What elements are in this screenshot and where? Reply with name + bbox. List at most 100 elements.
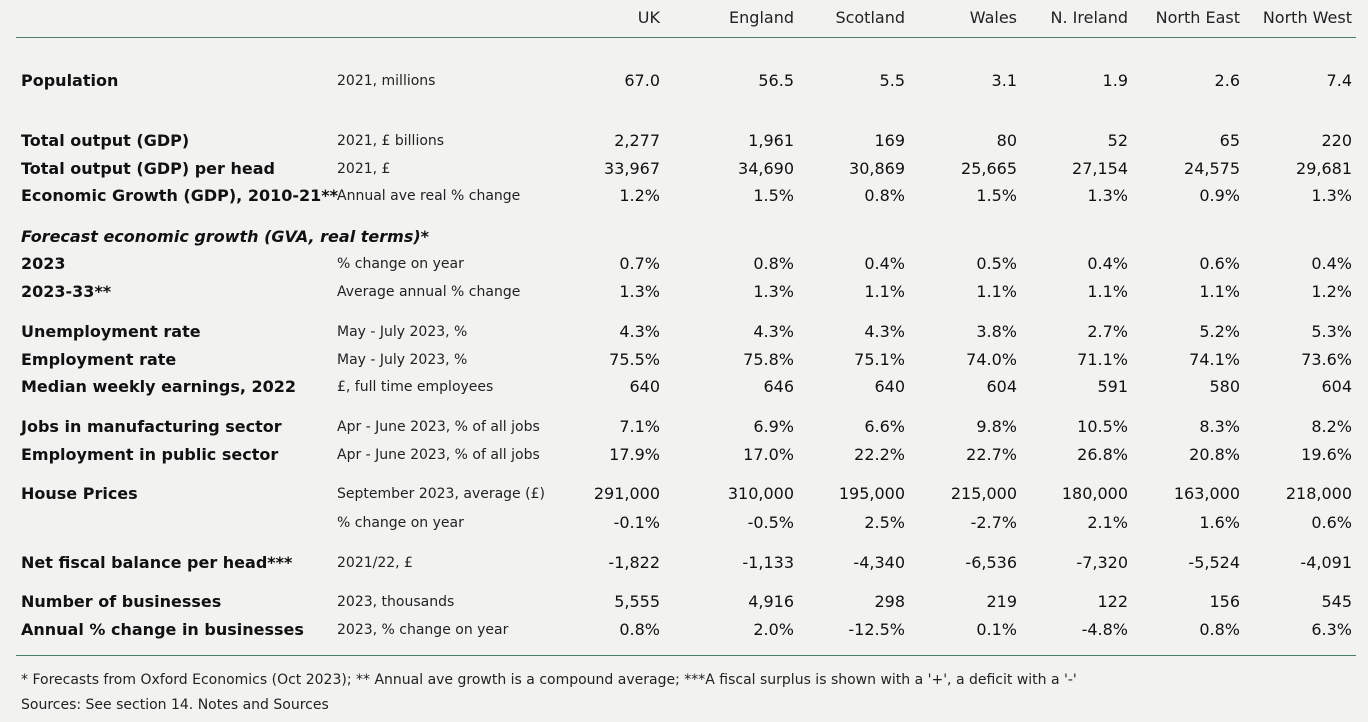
cell-value: 156 xyxy=(1209,592,1240,611)
cell-value: 22.7% xyxy=(966,445,1017,464)
column-headers: UK England Scotland Wales N. Ireland Nor… xyxy=(0,8,1368,30)
cell-value: -4,091 xyxy=(1300,553,1352,572)
table-row: % change on year -0.1% -0.5% 2.5% -2.7% 2.1% 1… xyxy=(0,513,1368,535)
cell-value: 1.3% xyxy=(1087,186,1128,205)
row-label: Annual % change in businesses xyxy=(21,620,304,639)
cell-value: 17.0% xyxy=(743,445,794,464)
cell-value: -0.1% xyxy=(613,513,660,532)
cell-value: 169 xyxy=(874,131,905,150)
cell-value: -12.5% xyxy=(848,620,905,639)
table-row: Employment rate May - July 2023, % 75.5% 75… xyxy=(0,350,1368,372)
cell-value: 215,000 xyxy=(950,484,1017,503)
cell-value: 33,967 xyxy=(604,159,660,178)
row-label: Population xyxy=(21,71,119,90)
table-row: Population 2021, millions 67.0 56.5 5.5 3.1 1.… xyxy=(0,71,1368,93)
cell-value: 0.8% xyxy=(619,620,660,639)
row-description: % change on year xyxy=(337,515,464,531)
row-label: Economic Growth (GDP), 2010-21** xyxy=(21,186,338,205)
cell-value: 5,555 xyxy=(614,592,660,611)
cell-value: 3.8% xyxy=(976,322,1017,341)
cell-value: -0.5% xyxy=(747,513,794,532)
cell-value: 1.9 xyxy=(1102,71,1128,90)
column-header-north-east: North East xyxy=(1155,8,1240,27)
cell-value: 75.8% xyxy=(743,350,794,369)
cell-value: 0.4% xyxy=(1311,254,1352,273)
cell-value: 1.5% xyxy=(976,186,1017,205)
row-description: Apr - June 2023, % of all jobs xyxy=(337,447,540,463)
cell-value: 27,154 xyxy=(1072,159,1128,178)
cell-value: 5.5 xyxy=(879,71,905,90)
cell-value: 22.2% xyxy=(854,445,905,464)
cell-value: 25,665 xyxy=(961,159,1017,178)
table-row: House Prices September 2023, average (£) 2… xyxy=(0,484,1368,506)
row-description: May - July 2023, % xyxy=(337,352,468,368)
cell-value: 1.1% xyxy=(1087,282,1128,301)
table-row: Unemployment rate May - July 2023, % 4.3% 4… xyxy=(0,322,1368,344)
cell-value: -2.7% xyxy=(970,513,1017,532)
cell-value: 80 xyxy=(996,131,1017,150)
row-label: Unemployment rate xyxy=(21,322,201,341)
row-label: Total output (GDP) per head xyxy=(21,159,275,178)
cell-value: 0.8% xyxy=(1199,620,1240,639)
cell-value: 1.6% xyxy=(1199,513,1240,532)
table-row: 2023-33** Average annual % change 1.3% 1.3%… xyxy=(0,282,1368,304)
cell-value: 298 xyxy=(874,592,905,611)
cell-value: -4.8% xyxy=(1081,620,1128,639)
footnote: * Forecasts from Oxford Economics (Oct 2… xyxy=(21,672,1077,688)
cell-value: 2,277 xyxy=(614,131,660,150)
row-description: May - July 2023, % xyxy=(337,324,468,340)
cell-value: 1.1% xyxy=(976,282,1017,301)
row-description: 2021, £ xyxy=(337,161,391,177)
cell-value: 3.1 xyxy=(991,71,1017,90)
cell-value: 8.3% xyxy=(1199,417,1240,436)
cell-value: 1.5% xyxy=(753,186,794,205)
row-label: Forecast economic growth (GVA, real term… xyxy=(21,227,430,246)
cell-value: 218,000 xyxy=(1285,484,1352,503)
table-row: Net fiscal balance per head*** 2021/22, £… xyxy=(0,553,1368,575)
cell-value: 1.1% xyxy=(864,282,905,301)
row-description: £, full time employees xyxy=(337,379,494,395)
header-divider xyxy=(16,37,1356,38)
cell-value: 4,916 xyxy=(748,592,794,611)
row-description: Average annual % change xyxy=(337,284,521,300)
column-header-scotland: Scotland xyxy=(835,8,905,27)
cell-value: 1.2% xyxy=(619,186,660,205)
table-row: 2023 % change on year 0.7% 0.8% 0.4% 0.5% 0.4%… xyxy=(0,254,1368,276)
table-row: Jobs in manufacturing sector Apr - June 2… xyxy=(0,417,1368,439)
cell-value: 0.5% xyxy=(976,254,1017,273)
cell-value: 52 xyxy=(1107,131,1128,150)
cell-value: 604 xyxy=(986,377,1017,396)
cell-value: 2.1% xyxy=(1087,513,1128,532)
row-description: September 2023, average (£) xyxy=(337,486,545,502)
table-row: Total output (GDP) per head 2021, £ 33,967… xyxy=(0,159,1368,181)
cell-value: -1,133 xyxy=(742,553,794,572)
cell-value: 74.1% xyxy=(1189,350,1240,369)
cell-value: 0.6% xyxy=(1199,254,1240,273)
cell-value: 180,000 xyxy=(1061,484,1128,503)
cell-value: 71.1% xyxy=(1077,350,1128,369)
cell-value: 0.6% xyxy=(1311,513,1352,532)
table-row: Employment in public sector Apr - June 20… xyxy=(0,445,1368,467)
cell-value: 0.8% xyxy=(753,254,794,273)
table-row: Total output (GDP) 2021, £ billions 2,277 1… xyxy=(0,131,1368,153)
cell-value: 34,690 xyxy=(738,159,794,178)
cell-value: -6,536 xyxy=(965,553,1017,572)
row-description: 2021, millions xyxy=(337,73,436,89)
cell-value: 163,000 xyxy=(1173,484,1240,503)
cell-value: 220 xyxy=(1321,131,1352,150)
row-label: Total output (GDP) xyxy=(21,131,190,150)
row-label: Median weekly earnings, 2022 xyxy=(21,377,297,396)
cell-value: 1.3% xyxy=(619,282,660,301)
cell-value: 4.3% xyxy=(864,322,905,341)
cell-value: 1,961 xyxy=(748,131,794,150)
row-description: 2023, % change on year xyxy=(337,622,509,638)
cell-value: 640 xyxy=(629,377,660,396)
cell-value: 0.9% xyxy=(1199,186,1240,205)
cell-value: 19.6% xyxy=(1301,445,1352,464)
cell-value: 4.3% xyxy=(619,322,660,341)
row-description: Apr - June 2023, % of all jobs xyxy=(337,419,540,435)
row-description: 2023, thousands xyxy=(337,594,455,610)
cell-value: 1.3% xyxy=(753,282,794,301)
cell-value: 1.1% xyxy=(1199,282,1240,301)
